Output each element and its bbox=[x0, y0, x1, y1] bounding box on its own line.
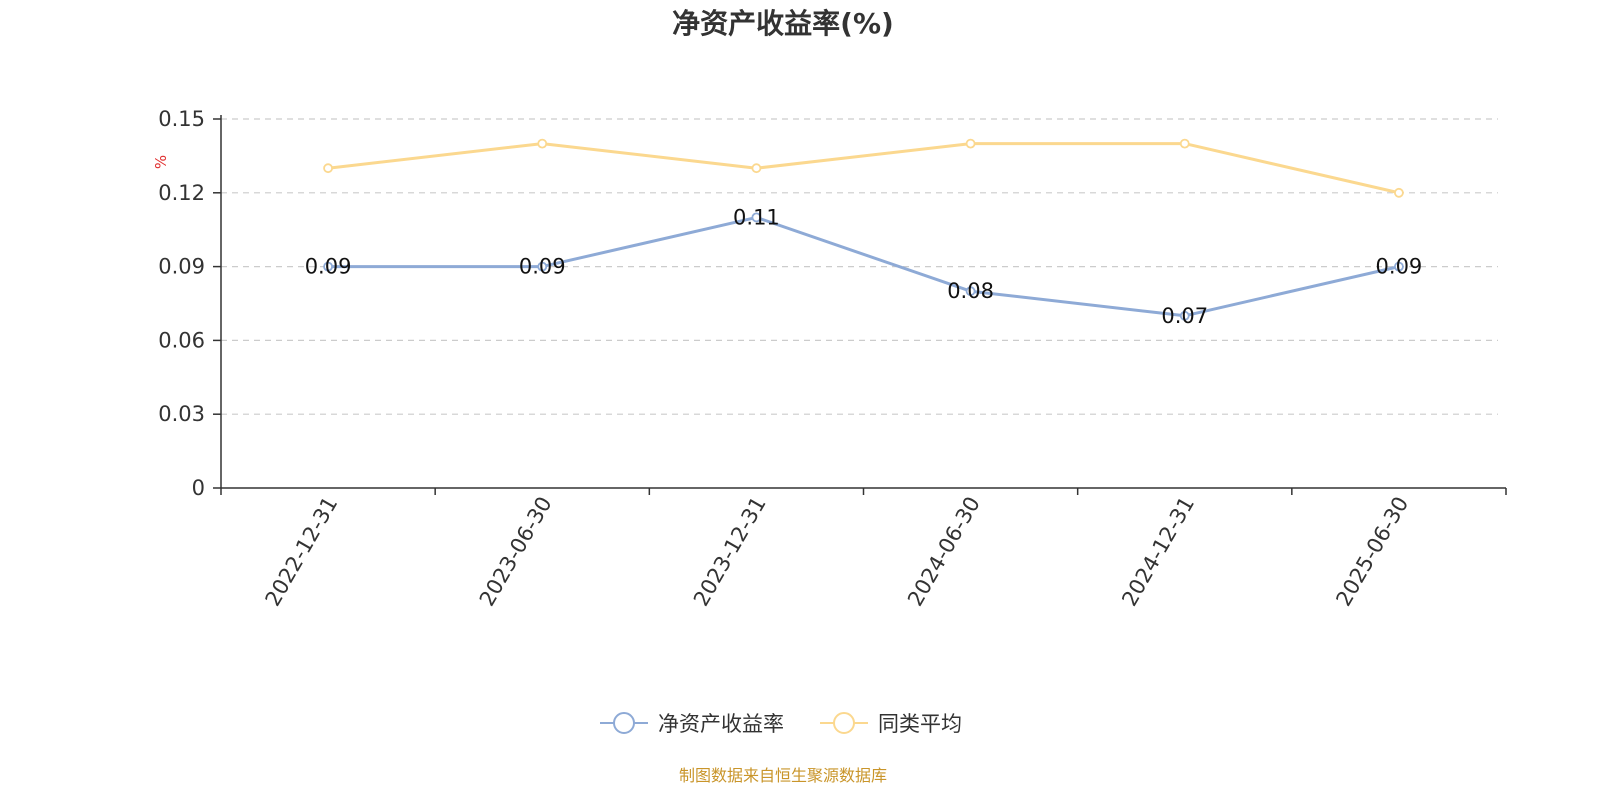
y-tick-labels: 0 0.03 0.06 0.09 0.12 0.15 bbox=[158, 107, 221, 500]
y-tick-label: 0.06 bbox=[158, 328, 205, 352]
data-label: 0.09 bbox=[1376, 255, 1423, 279]
y-tick-label: 0.15 bbox=[158, 107, 205, 131]
legend-item-peer-average[interactable]: 同类平均 bbox=[820, 712, 962, 736]
legend-item-roe[interactable]: 净资产收益率 bbox=[600, 712, 784, 736]
y-tick-label: 0.03 bbox=[158, 402, 205, 426]
y-tick-label: 0 bbox=[192, 476, 205, 500]
series-roe bbox=[323, 212, 1404, 321]
data-point bbox=[1394, 261, 1404, 272]
y-tick-label: 0.09 bbox=[158, 255, 205, 279]
axes bbox=[220, 115, 1506, 489]
data-point bbox=[751, 163, 762, 174]
x-tick-label: 2025-06-30 bbox=[1331, 493, 1413, 611]
x-tick-label: 2022-12-31 bbox=[261, 493, 343, 611]
legend-label: 净资产收益率 bbox=[658, 712, 784, 736]
x-tick-label: 2024-12-31 bbox=[1117, 493, 1199, 611]
x-tick-label: 2023-12-31 bbox=[689, 493, 771, 611]
data-point bbox=[323, 261, 333, 272]
series-line bbox=[327, 142, 1400, 195]
y-axis-unit: % bbox=[152, 155, 170, 169]
data-point bbox=[537, 261, 548, 272]
legend-marker bbox=[613, 712, 635, 734]
series-line bbox=[328, 215, 1400, 318]
x-tick-labels: 2022-12-31 2023-06-30 2023-12-31 2024-06-30… bbox=[220, 488, 1507, 611]
x-tick-label: 2024-06-30 bbox=[903, 493, 985, 611]
data-point bbox=[537, 138, 548, 149]
data-label: 0.09 bbox=[519, 255, 566, 279]
chart-title: 净资产收益率(%) bbox=[672, 7, 894, 40]
data-label: 0.08 bbox=[947, 279, 994, 303]
source-note: 制图数据来自恒生聚源数据库 bbox=[679, 766, 887, 785]
data-point bbox=[1179, 310, 1190, 321]
data-label: 0.09 bbox=[305, 255, 352, 279]
data-point bbox=[965, 286, 976, 297]
series-group: 0.09 0.09 0.11 0.08 0.07 0.09 bbox=[305, 138, 1423, 328]
data-point bbox=[1394, 187, 1404, 198]
y-tick-label: 0.12 bbox=[158, 181, 205, 205]
data-point bbox=[751, 212, 762, 223]
legend: 净资产收益率 同类平均 bbox=[600, 712, 962, 736]
legend-label: 同类平均 bbox=[878, 712, 962, 736]
data-point bbox=[965, 138, 976, 149]
data-label: 0.11 bbox=[733, 205, 780, 229]
x-tick-label: 2023-06-30 bbox=[475, 493, 557, 611]
data-labels: 0.09 0.09 0.11 0.08 0.07 0.09 bbox=[305, 205, 1423, 327]
data-point bbox=[323, 163, 333, 174]
data-point bbox=[1179, 138, 1190, 149]
legend-marker bbox=[833, 712, 855, 734]
series-peer-average bbox=[323, 138, 1404, 198]
data-label: 0.07 bbox=[1161, 304, 1208, 328]
